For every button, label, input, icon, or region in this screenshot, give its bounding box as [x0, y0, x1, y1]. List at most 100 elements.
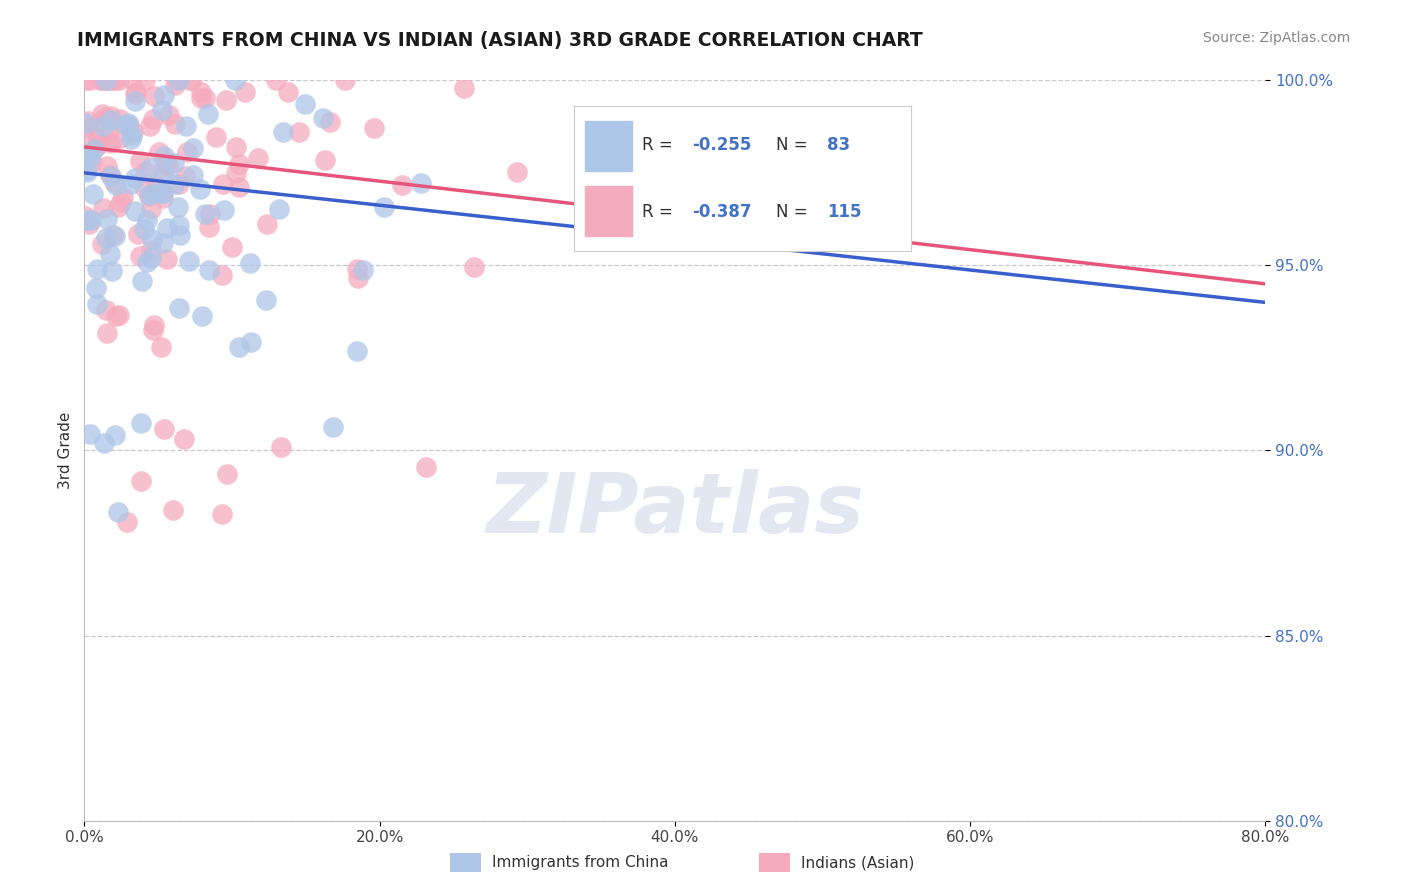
- Text: Source: ZipAtlas.com: Source: ZipAtlas.com: [1202, 31, 1350, 45]
- Point: [150, 103, 173, 117]
- Point: [120, 177, 142, 191]
- Point: [143, 318, 166, 332]
- Point: [138, 161, 160, 175]
- Point: [79, 151, 101, 165]
- Point: [96, 111, 118, 125]
- Point: [352, 263, 374, 277]
- Point: [148, 145, 170, 160]
- Point: [153, 168, 176, 182]
- Point: [96, 159, 118, 173]
- Point: [73, 209, 96, 223]
- Point: [82, 154, 104, 169]
- Point: [215, 93, 238, 107]
- Point: [312, 111, 335, 125]
- Point: [86, 296, 108, 310]
- Point: [264, 73, 287, 87]
- Point: [82, 187, 104, 202]
- Point: [333, 73, 356, 87]
- Point: [134, 180, 156, 194]
- Point: [373, 201, 395, 215]
- Point: [103, 227, 125, 242]
- Point: [145, 179, 167, 194]
- Point: [391, 178, 413, 192]
- Point: [139, 251, 162, 265]
- Point: [167, 218, 190, 232]
- Point: [75, 73, 97, 87]
- Point: [98, 168, 121, 182]
- Point: [363, 121, 385, 136]
- Point: [100, 169, 122, 183]
- Point: [169, 227, 191, 242]
- Point: [121, 73, 143, 87]
- Point: [98, 124, 121, 138]
- Point: [124, 204, 146, 219]
- Point: [101, 264, 124, 278]
- Point: [415, 460, 437, 475]
- Point: [129, 474, 152, 488]
- Point: [228, 179, 250, 194]
- Point: [142, 112, 165, 127]
- Point: [463, 260, 485, 275]
- Point: [79, 427, 101, 442]
- Point: [117, 116, 139, 130]
- Point: [181, 168, 204, 182]
- Point: [138, 188, 160, 202]
- Point: [194, 207, 217, 221]
- Y-axis label: 3rd Grade: 3rd Grade: [58, 412, 73, 489]
- Point: [150, 186, 173, 201]
- Point: [142, 186, 165, 201]
- Point: [108, 112, 131, 126]
- Point: [75, 116, 97, 130]
- Point: [211, 508, 233, 522]
- Point: [97, 134, 120, 148]
- Point: [103, 175, 125, 189]
- Point: [153, 422, 176, 436]
- Point: [177, 253, 200, 268]
- Point: [190, 85, 212, 99]
- Point: [233, 85, 256, 99]
- Point: [125, 86, 148, 100]
- Point: [163, 78, 186, 92]
- Point: [194, 91, 217, 105]
- Point: [141, 202, 163, 216]
- Point: [190, 90, 212, 104]
- Point: [76, 119, 98, 133]
- Point: [100, 112, 122, 127]
- Point: [152, 88, 174, 103]
- Point: [179, 73, 201, 87]
- Point: [225, 140, 247, 154]
- Point: [91, 237, 114, 252]
- Point: [240, 334, 263, 349]
- Point: [506, 165, 529, 179]
- Point: [84, 281, 107, 295]
- Point: [101, 73, 124, 87]
- Point: [176, 145, 198, 160]
- Point: [228, 340, 250, 354]
- Point: [136, 255, 159, 269]
- Point: [120, 132, 142, 146]
- Point: [127, 227, 149, 241]
- Point: [153, 161, 176, 175]
- Point: [204, 129, 226, 144]
- Point: [181, 141, 204, 155]
- Point: [128, 249, 150, 263]
- Point: [80, 212, 103, 227]
- Point: [121, 128, 143, 142]
- Point: [110, 195, 132, 210]
- Point: [156, 252, 179, 267]
- Point: [98, 246, 121, 260]
- Point: [166, 73, 188, 87]
- Point: [153, 149, 176, 163]
- Point: [167, 177, 190, 191]
- Point: [346, 343, 368, 358]
- Point: [180, 73, 202, 87]
- Point: [100, 136, 122, 150]
- Point: [80, 73, 103, 87]
- Point: [96, 73, 118, 87]
- Point: [150, 340, 173, 354]
- Point: [76, 212, 98, 227]
- Point: [76, 114, 98, 128]
- Point: [155, 155, 177, 169]
- Point: [87, 132, 110, 146]
- Point: [115, 515, 138, 529]
